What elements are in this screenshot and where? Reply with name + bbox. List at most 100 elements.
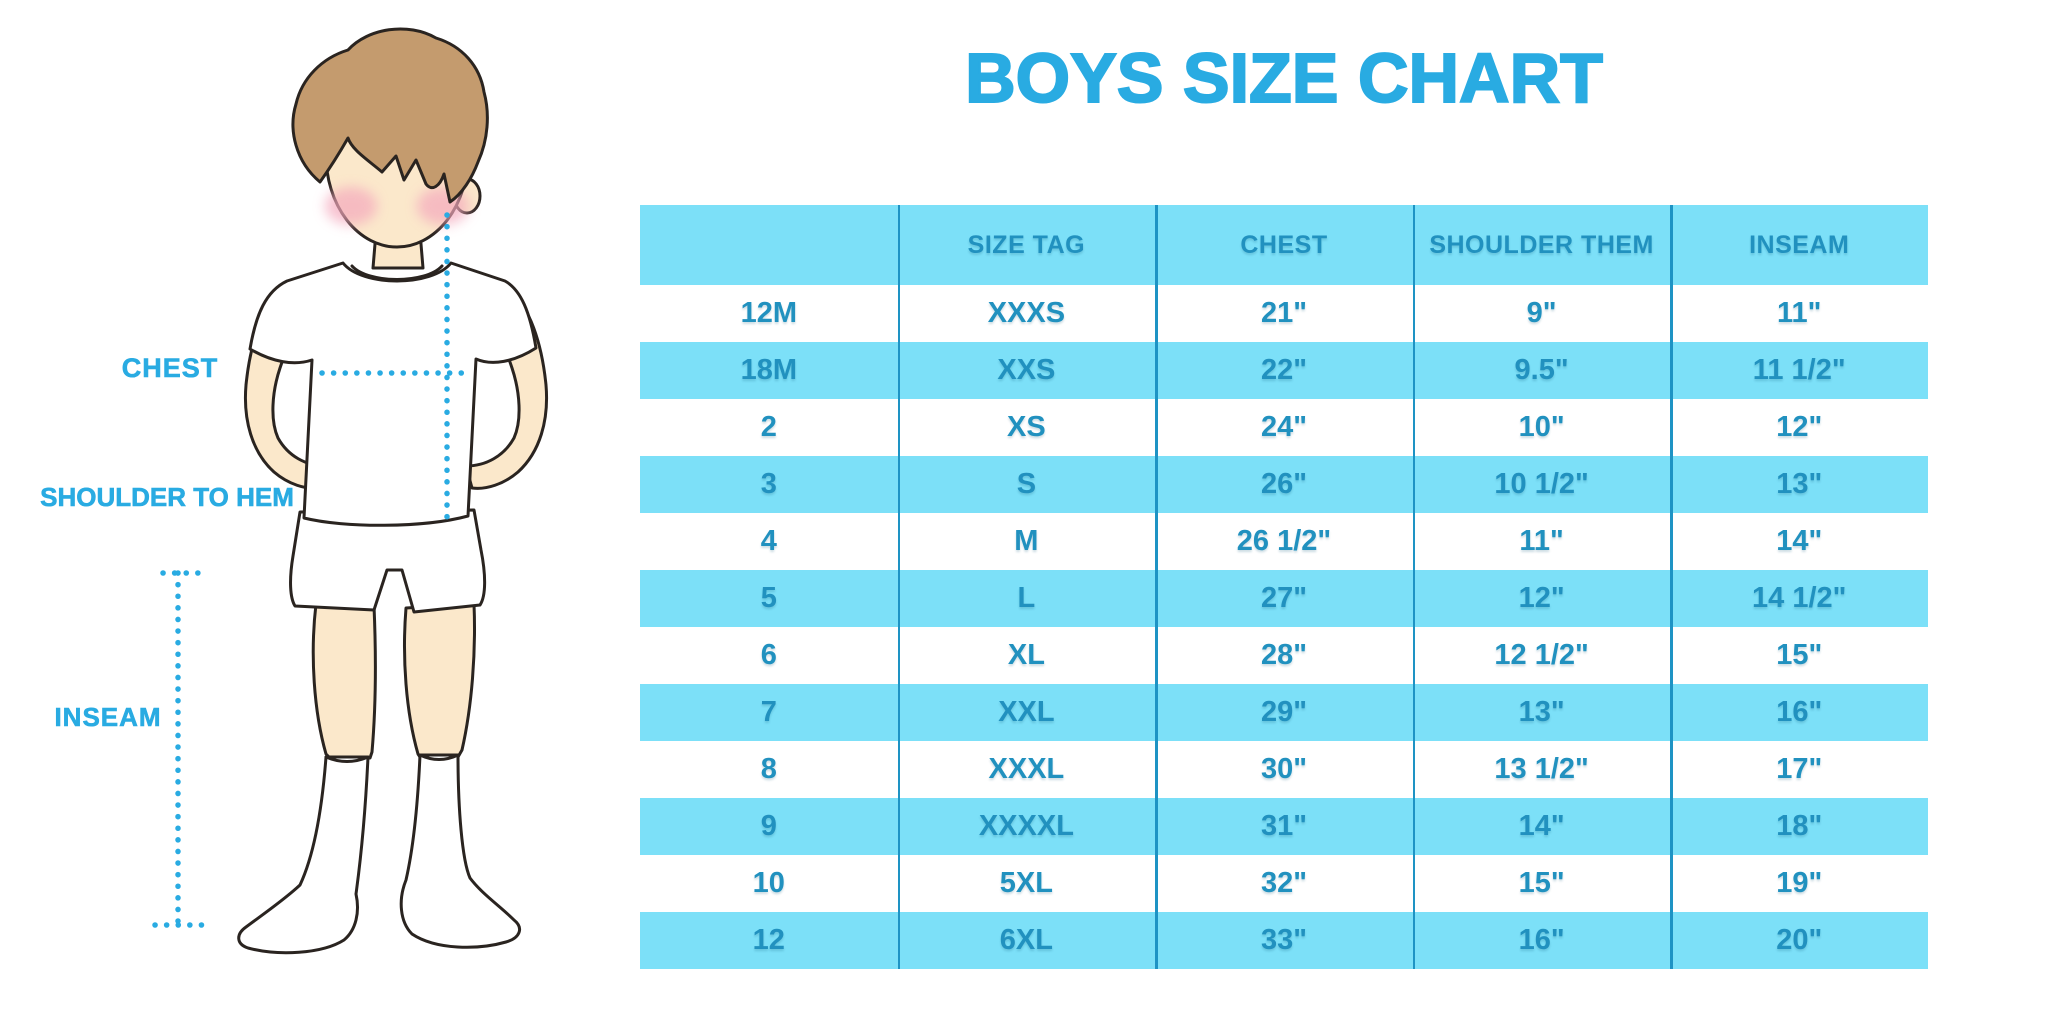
inseam-cell: 11" bbox=[1776, 297, 1822, 329]
inseam-cell: 15" bbox=[1776, 639, 1823, 671]
chest-cell: 33" bbox=[1260, 924, 1307, 956]
boy-right-sock-cuff bbox=[418, 753, 460, 761]
table-row: 12 6XL 33" 16" 20" bbox=[640, 912, 1928, 969]
size-cell: 4 bbox=[760, 525, 777, 557]
boy-left-sock-cuff bbox=[324, 755, 370, 763]
table-row: 2 XS 24" 10" 12" bbox=[640, 399, 1928, 456]
size-cell: 18M bbox=[740, 354, 797, 386]
size-tag-cell: XS bbox=[1007, 411, 1046, 443]
shoulder-cell: 9" bbox=[1526, 297, 1557, 329]
size-cell: 9 bbox=[760, 810, 777, 842]
size-tag-cell: M bbox=[1014, 525, 1039, 557]
table-row: 3 S 26" 10 1/2" 13" bbox=[640, 456, 1928, 513]
table-row: 9 XXXXL 31" 14" 18" bbox=[640, 798, 1928, 855]
boy-figure-svg bbox=[152, 27, 549, 955]
inseam-cell: 14 1/2" bbox=[1752, 582, 1847, 614]
page-title: BOYS SIZE CHART bbox=[964, 38, 1604, 118]
boy-cheek-left bbox=[325, 187, 377, 225]
size-cell: 3 bbox=[760, 468, 777, 500]
table-row: 7 XXL 29" 13" 16" bbox=[640, 684, 1928, 741]
inseam-cell: 16" bbox=[1776, 696, 1823, 728]
shoulder-cell: 13 1/2" bbox=[1494, 753, 1589, 785]
table-row: 10 5XL 32" 15" 19" bbox=[640, 855, 1928, 912]
size-cell: 12M bbox=[740, 297, 797, 329]
shoulder-cell: 10 1/2" bbox=[1494, 468, 1589, 500]
chest-cell: 30" bbox=[1260, 753, 1307, 785]
boy-left-sock bbox=[237, 755, 370, 955]
chest-cell: 24" bbox=[1260, 411, 1307, 443]
chest-cell: 26" bbox=[1260, 468, 1307, 500]
boy-right-sock bbox=[399, 753, 522, 949]
size-cell: 5 bbox=[760, 582, 777, 614]
shoulder-cell: 14" bbox=[1518, 810, 1565, 842]
size-cell: 2 bbox=[760, 411, 777, 443]
boy-hair bbox=[291, 27, 489, 204]
chest-cell: 31" bbox=[1260, 810, 1307, 842]
boy-illustration: CHEST SHOULDER TO HEM INSEAM bbox=[0, 0, 600, 1024]
column-header: CHEST bbox=[1240, 230, 1328, 259]
boy-shorts bbox=[289, 508, 487, 614]
shoulder-cell: 9.5" bbox=[1514, 354, 1569, 386]
size-tag-cell: L bbox=[1017, 582, 1036, 614]
column-divider bbox=[897, 205, 901, 969]
inseam-cell: 18" bbox=[1776, 810, 1823, 842]
size-tag-cell: S bbox=[1016, 468, 1037, 500]
boy-left-leg bbox=[311, 602, 377, 760]
inseam-cell: 19" bbox=[1776, 867, 1823, 899]
size-tag-cell: XL bbox=[1007, 639, 1045, 671]
inseam-cell: 13" bbox=[1776, 468, 1823, 500]
chest-cell: 29" bbox=[1260, 696, 1307, 728]
inseam-cell: 12" bbox=[1776, 411, 1823, 443]
table-row: 4 M 26 1/2" 11" 14" bbox=[640, 513, 1928, 570]
chest-cell: 32" bbox=[1260, 867, 1307, 899]
table-row: 8 XXXL 30" 13 1/2" 17" bbox=[640, 741, 1928, 798]
inseam-cell: 14" bbox=[1776, 525, 1823, 557]
size-tag-cell: XXS bbox=[997, 354, 1056, 386]
column-divider bbox=[1670, 205, 1673, 969]
size-cell: 10 bbox=[752, 867, 785, 899]
shoulder-cell: 13" bbox=[1518, 696, 1565, 728]
size-tag-cell: 5XL bbox=[999, 867, 1053, 899]
column-header: SHOULDER THEM bbox=[1429, 230, 1654, 259]
table-header-row: SIZE TAG CHEST SHOULDER THEM INSEAM bbox=[640, 205, 1928, 285]
chest-cell: 28" bbox=[1260, 639, 1307, 671]
boy-shirt bbox=[248, 261, 538, 527]
table-row: 18M XXS 22" 9.5" 11 1/2" bbox=[640, 342, 1928, 399]
shoulder-cell: 15" bbox=[1518, 867, 1565, 899]
shoulder-cell: 16" bbox=[1518, 924, 1565, 956]
size-chart-table: SIZE TAG CHEST SHOULDER THEM INSEAM 12M XXXS 2… bbox=[640, 205, 1928, 969]
inseam-cell: 20" bbox=[1776, 924, 1823, 956]
size-tag-cell: XXXXL bbox=[978, 810, 1074, 842]
inseam-cell: 11 1/2" bbox=[1752, 354, 1846, 386]
shoulder-to-hem-label: SHOULDER TO HEM bbox=[40, 482, 294, 513]
table-row: 5 L 27" 12" 14 1/2" bbox=[640, 570, 1928, 627]
column-divider bbox=[1412, 205, 1416, 969]
column-header: SIZE TAG bbox=[967, 230, 1086, 259]
inseam-label: INSEAM bbox=[54, 702, 162, 733]
chest-label: CHEST bbox=[121, 353, 219, 384]
inseam-cell: 17" bbox=[1776, 753, 1823, 785]
size-tag-cell: 6XL bbox=[999, 924, 1053, 956]
size-cell: 8 bbox=[760, 753, 777, 785]
shoulder-cell: 10" bbox=[1518, 411, 1565, 443]
chest-cell: 21" bbox=[1260, 297, 1307, 329]
size-tag-cell: XXL bbox=[998, 696, 1055, 728]
size-cell: 12 bbox=[752, 924, 785, 956]
boy-right-leg bbox=[403, 602, 476, 759]
shoulder-cell: 12" bbox=[1518, 582, 1565, 614]
shoulder-cell: 12 1/2" bbox=[1494, 639, 1589, 671]
chest-cell: 22" bbox=[1260, 354, 1307, 386]
chest-cell: 26 1/2" bbox=[1236, 525, 1332, 557]
column-header: INSEAM bbox=[1749, 230, 1850, 259]
shoulder-cell: 11" bbox=[1519, 525, 1564, 557]
table-row: 12M XXXS 21" 9" 11" bbox=[640, 285, 1928, 342]
chest-cell: 27" bbox=[1260, 582, 1307, 614]
size-cell: 6 bbox=[760, 639, 777, 671]
size-cell: 7 bbox=[760, 696, 777, 728]
column-divider bbox=[1155, 205, 1158, 969]
boy-collar-line bbox=[350, 264, 444, 281]
size-tag-cell: XXXS bbox=[987, 297, 1066, 329]
column-header bbox=[640, 205, 898, 285]
table-row: 6 XL 28" 12 1/2" 15" bbox=[640, 627, 1928, 684]
